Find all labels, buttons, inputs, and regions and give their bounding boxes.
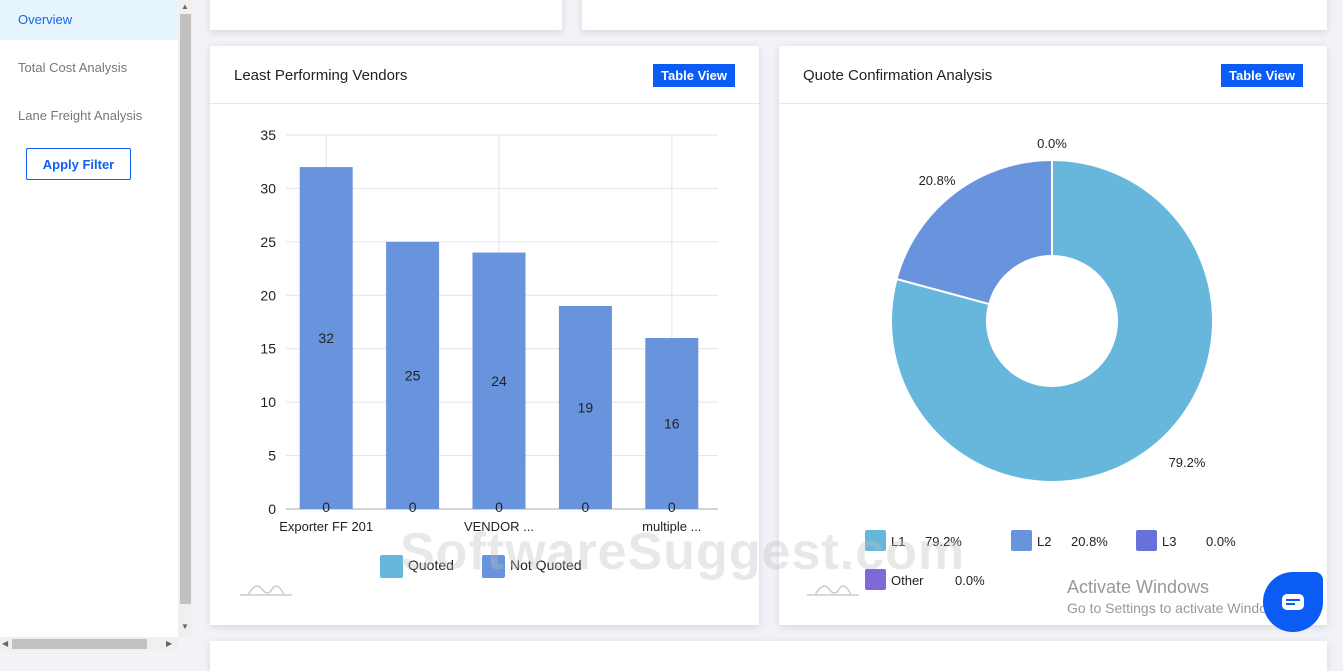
scroll-down-icon[interactable]: ▼ <box>181 622 189 631</box>
amcharts-logo-icon <box>807 585 859 596</box>
legend-swatch <box>1011 530 1032 551</box>
legend-swatch <box>482 555 505 578</box>
amcharts-logo-icon <box>240 585 292 596</box>
least-performing-vendors-card: Least Performing Vendors Table View 0 5 10 1… <box>210 46 759 625</box>
legend-label: Quoted <box>408 557 454 573</box>
table-view-button[interactable]: Table View <box>1221 64 1303 87</box>
data-label: 0 <box>322 499 330 515</box>
y-tick-label: 10 <box>260 394 276 410</box>
watermark: SoftwareSuggest.com <box>400 523 966 581</box>
legend-value: 20.8% <box>1071 534 1108 549</box>
card-title: Least Performing Vendors <box>234 67 408 84</box>
legend-label: Not Quoted <box>510 557 582 573</box>
apply-filter-button[interactable]: Apply Filter <box>26 148 131 180</box>
scroll-up-icon[interactable]: ▲ <box>181 2 189 11</box>
legend-value: 0.0% <box>955 573 985 588</box>
data-label: 19 <box>578 399 594 415</box>
legend-swatch <box>1136 530 1157 551</box>
data-label: 24 <box>491 373 507 389</box>
sidebar-item-lane-freight-analysis[interactable]: Lane Freight Analysis <box>18 108 143 123</box>
y-tick-label: 30 <box>260 180 276 196</box>
top-card-left <box>210 0 562 30</box>
slice-label: 79.2% <box>1169 455 1206 470</box>
slice-label: 20.8% <box>919 173 956 188</box>
bar-not-quoted <box>386 241 440 509</box>
legend-swatch <box>865 569 886 590</box>
data-label: 0 <box>495 499 503 515</box>
table-view-button[interactable]: Table View <box>653 64 735 87</box>
sidebar-item-total-cost-analysis[interactable]: Total Cost Analysis <box>18 60 128 75</box>
legend-value: 79.2% <box>925 534 962 549</box>
y-tick-label: 25 <box>260 234 276 250</box>
chat-icon <box>1282 594 1304 610</box>
chat-button[interactable] <box>1263 572 1323 632</box>
bar-not-quoted <box>299 167 353 510</box>
x-tick-label: VENDOR ... <box>464 519 534 534</box>
data-label: 0 <box>582 499 590 515</box>
data-label: 0 <box>409 499 417 515</box>
data-label: 25 <box>405 367 421 383</box>
sidebar: Overview Total Cost Analysis Lane Freigh… <box>0 0 178 637</box>
card-title: Quote Confirmation Analysis <box>803 67 993 84</box>
legend-label: Other <box>891 573 924 588</box>
scroll-right-icon[interactable]: ▶ <box>166 639 173 648</box>
vertical-scrollbar[interactable]: ▲ ▼ <box>178 0 192 637</box>
donut-chart: 79.2% 20.8% 0.0% L1 79.2% L2 20.8% L3 0.0% Other 0… <box>807 136 1236 596</box>
horizontal-scrollbar[interactable]: ◀ ▶ <box>0 637 178 651</box>
legend-label: L3 <box>1162 534 1176 549</box>
y-tick-label: 0 <box>268 501 276 517</box>
sidebar-item-overview[interactable]: Overview <box>0 0 178 40</box>
data-label: 16 <box>664 416 680 432</box>
donut-slice-l1 <box>890 158 1215 483</box>
bar-not-quoted <box>645 338 699 509</box>
y-tick-label: 35 <box>260 127 276 143</box>
bar-not-quoted <box>558 305 612 509</box>
x-tick-label: Exporter FF 201 <box>279 519 373 534</box>
legend-value: 0.0% <box>1206 534 1236 549</box>
legend-swatch <box>865 530 886 551</box>
legend-swatch <box>380 555 403 578</box>
scroll-thumb[interactable] <box>180 14 191 604</box>
y-tick-label: 15 <box>260 341 276 357</box>
activate-windows: Activate Windows Go to Settings to activa… <box>1067 577 1288 616</box>
scroll-thumb[interactable] <box>12 639 147 649</box>
scroll-left-icon[interactable]: ◀ <box>2 639 9 648</box>
data-label: 32 <box>318 330 334 346</box>
x-tick-label: multiple ... <box>642 519 701 534</box>
top-card-right <box>582 0 1327 30</box>
legend-label: L1 <box>891 534 905 549</box>
bottom-card <box>210 641 1327 671</box>
y-tick-label: 5 <box>268 448 276 464</box>
y-tick-label: 20 <box>260 287 276 303</box>
data-label: 0 <box>668 499 676 515</box>
slice-label: 0.0% <box>1037 136 1067 151</box>
legend-label: L2 <box>1037 534 1051 549</box>
bar-not-quoted <box>472 252 526 510</box>
quote-confirmation-card: Quote Confirmation Analysis Table View 79… <box>779 46 1327 625</box>
donut-slice-l2 <box>895 158 1053 306</box>
